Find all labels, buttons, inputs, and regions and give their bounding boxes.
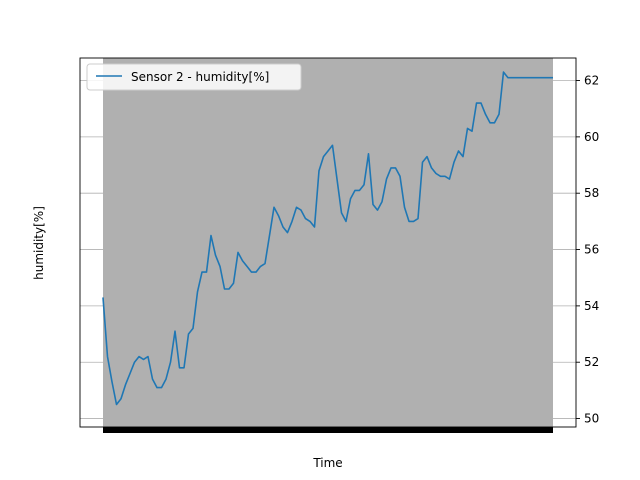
x-axis-title: Time	[312, 456, 342, 470]
plot-shaded-area	[103, 58, 553, 427]
y-axis-title: humidity[%]	[32, 206, 46, 280]
grid-lines	[80, 80, 576, 419]
legend-box	[86, 63, 302, 91]
y-tick-label: 62	[584, 74, 599, 88]
y-tick-label: 56	[584, 243, 599, 257]
y-tick-label: 50	[584, 412, 599, 426]
y-tick-label: 58	[584, 186, 599, 200]
legend-label: Sensor 2 - humidity[%]	[131, 70, 269, 84]
legend: Sensor 2 - humidity[%]	[86, 63, 302, 91]
x-tick-band	[103, 427, 553, 433]
series-line-sensor-2	[102, 71, 553, 406]
y-tick-label: 54	[584, 299, 599, 313]
y-tick-label: 52	[584, 355, 599, 369]
x-tick-marks	[103, 427, 553, 433]
y-tick-label: 60	[584, 130, 599, 144]
